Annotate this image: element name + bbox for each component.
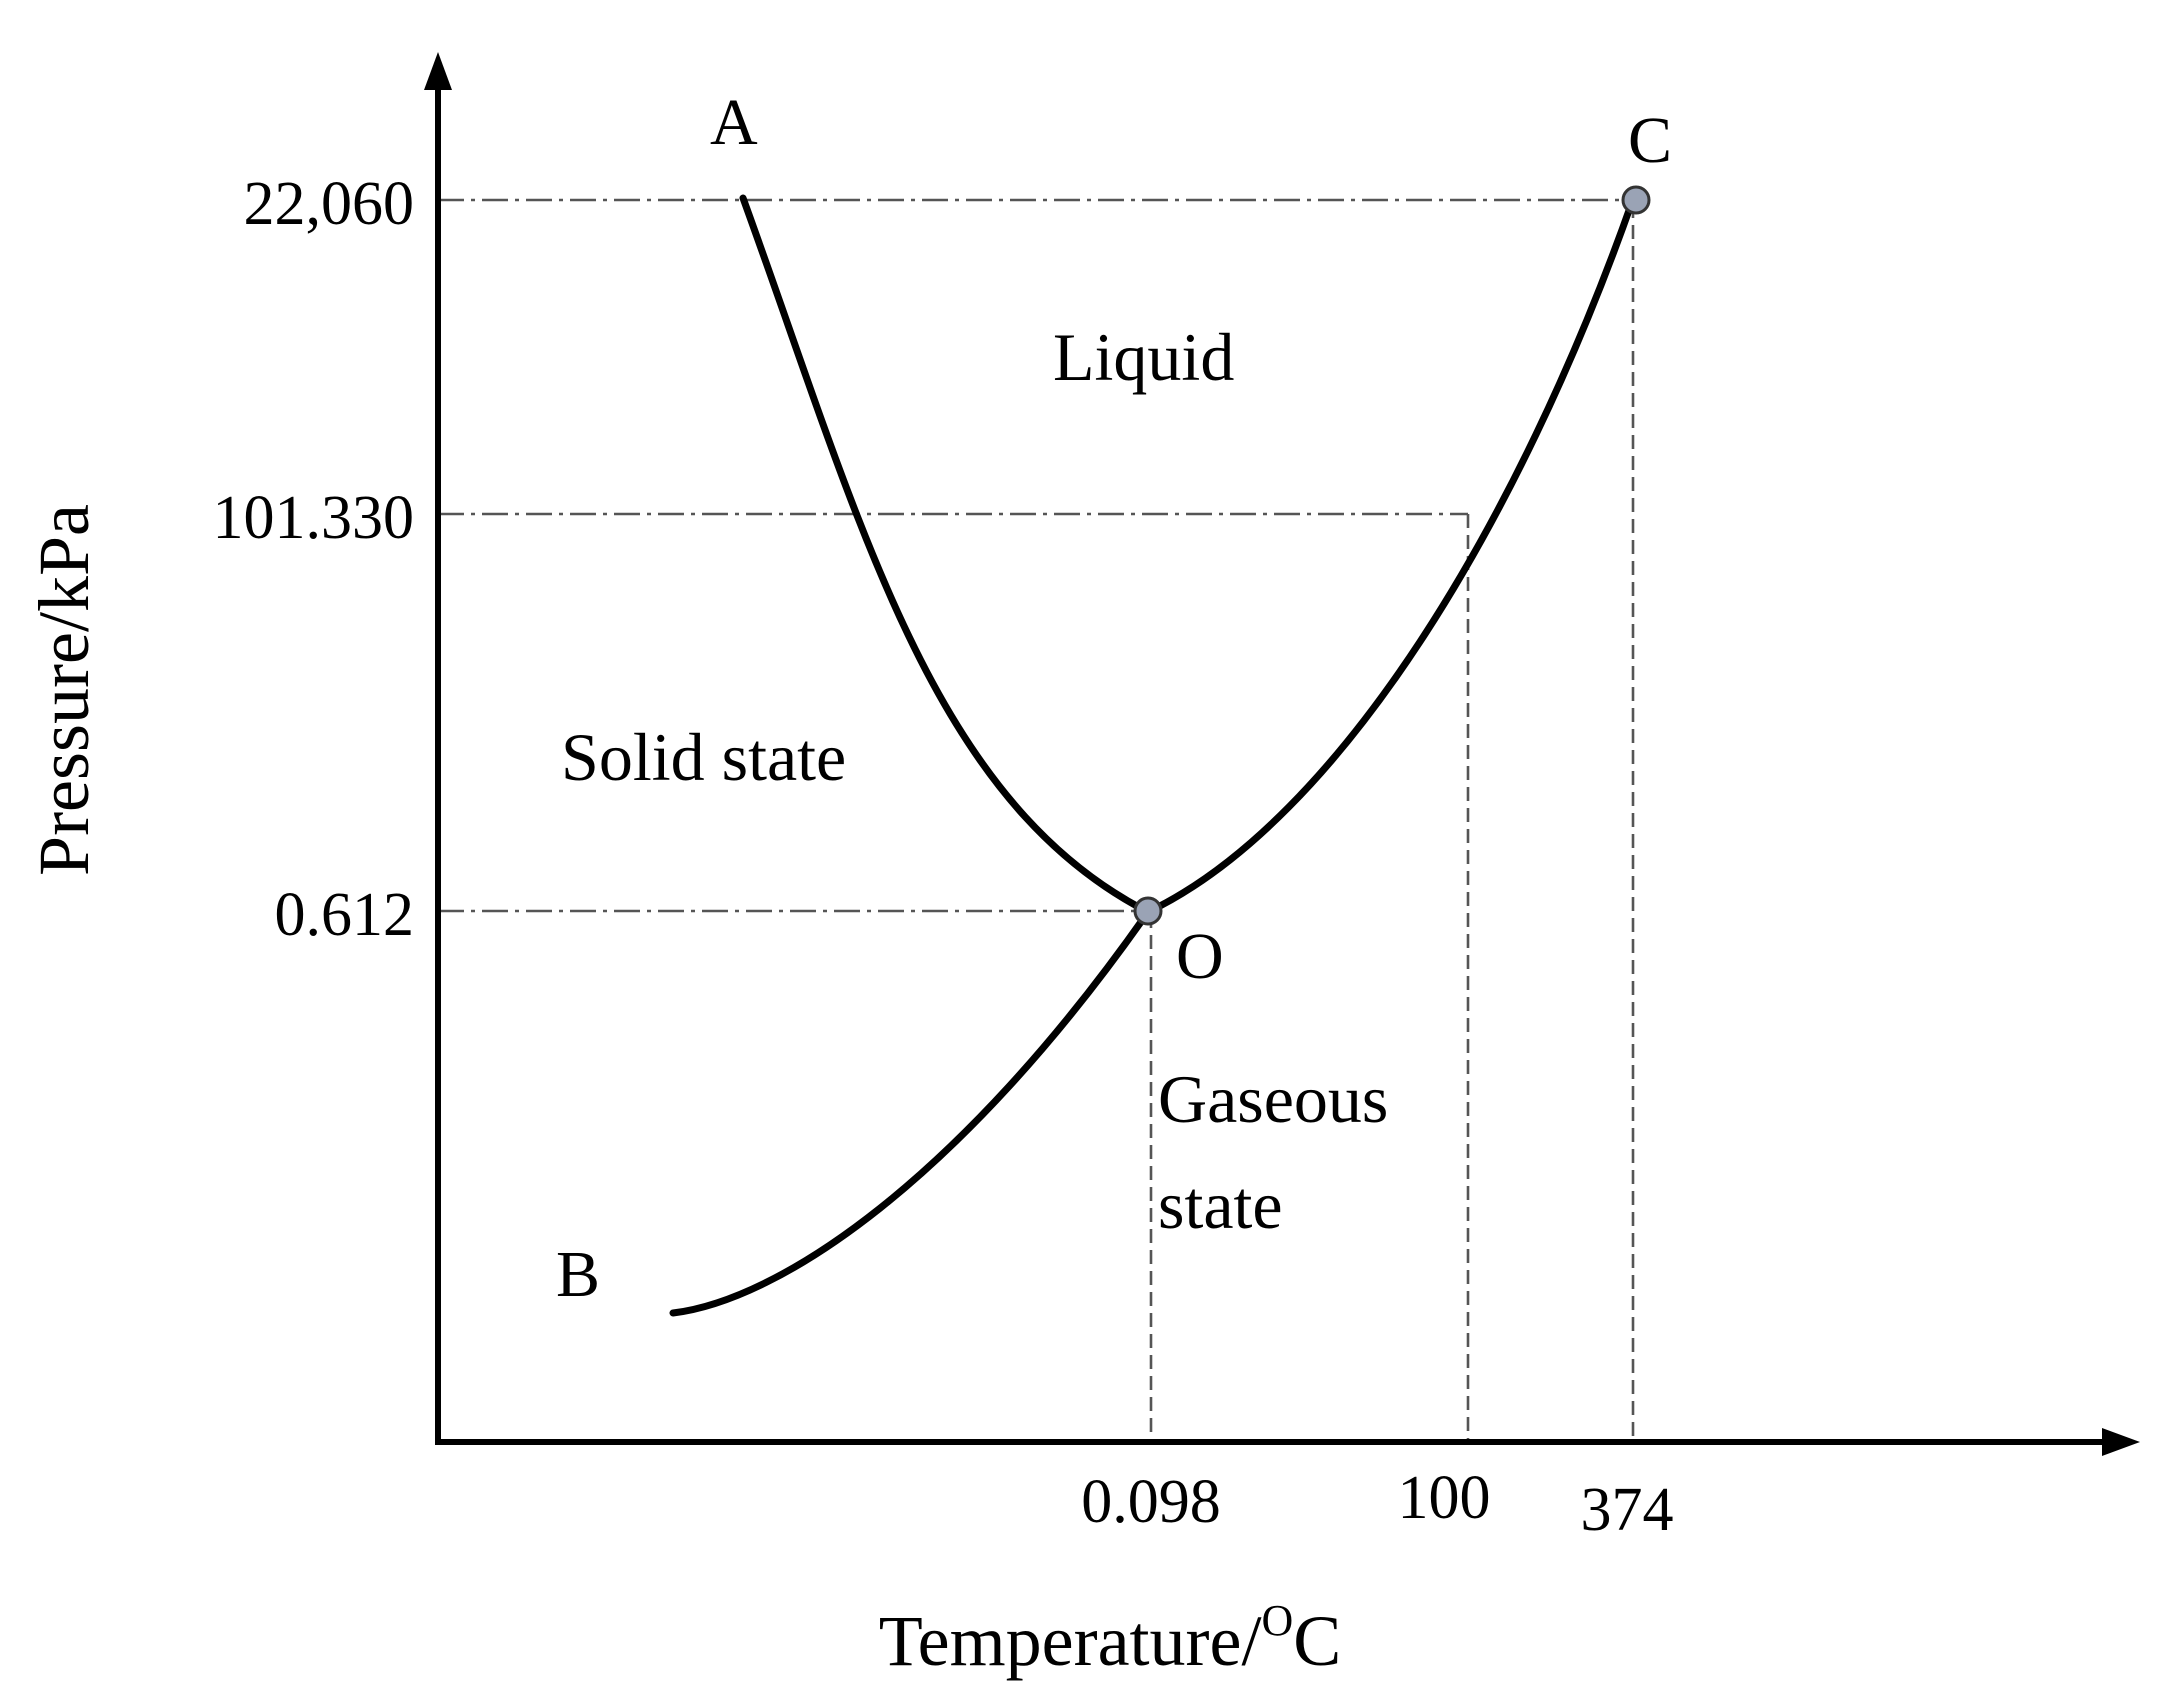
point-label-b: B <box>556 1238 600 1311</box>
y-axis-arrowhead <box>424 52 452 90</box>
curve-oc-vaporization <box>1144 198 1636 916</box>
y-axis-title: Pressure/kPa <box>24 504 104 876</box>
x-axis-title-text: Temperature/ <box>879 1601 1262 1681</box>
y-tick-101330: 101.330 <box>213 484 415 552</box>
region-label-gaseous-1: Gaseous <box>1158 1061 1388 1137</box>
x-tick-374: 374 <box>1581 1476 1674 1544</box>
x-axis-title-degree: O <box>1261 1596 1293 1645</box>
region-label-liquid: Liquid <box>1053 319 1234 395</box>
x-axis-title-unit: C <box>1293 1601 1341 1681</box>
triple-point-marker <box>1133 896 1163 926</box>
curve-ob-sublimation <box>669 908 1152 1317</box>
x-axis-title: Temperature/OC <box>879 1596 1342 1681</box>
region-label-gaseous-2: state <box>1158 1167 1283 1243</box>
point-label-c: C <box>1628 104 1672 177</box>
point-label-a: A <box>710 86 758 159</box>
curve-oa-melting <box>739 194 1152 916</box>
x-tick-100: 100 <box>1398 1464 1491 1532</box>
x-axis-arrowhead <box>2102 1428 2140 1456</box>
region-label-solid: Solid state <box>561 719 846 795</box>
y-tick-0612: 0.612 <box>275 881 415 949</box>
x-tick-0098: 0.098 <box>1081 1468 1221 1536</box>
y-tick-22060: 22,060 <box>244 170 415 238</box>
critical-point-marker <box>1621 185 1651 215</box>
point-label-o: O <box>1176 920 1224 993</box>
